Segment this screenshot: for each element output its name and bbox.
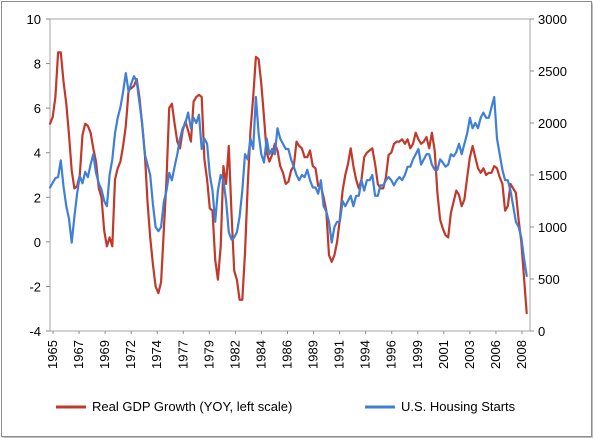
x-tick-label: 1965 [45,340,60,369]
x-tick-label: 2003 [462,340,477,369]
x-tick-label: 1986 [280,340,295,369]
legend: Real GDP Growth (YOY, left scale) U.S. Ho… [56,399,516,414]
x-tick-label: 1996 [384,340,399,369]
left-tick-label: 6 [34,101,41,116]
legend-label-housing: U.S. Housing Starts [401,399,516,414]
x-tick-label: 1999 [410,340,425,369]
x-tick-label: 1989 [306,340,321,369]
left-tick-label: 0 [34,235,41,250]
x-tick-label: 1991 [332,340,347,369]
right-tick-label: 1000 [538,220,567,235]
left-tick-label: 2 [34,190,41,205]
right-tick-label: 1500 [538,168,567,183]
right-tick-label: 2000 [538,116,567,131]
right-axis: 0 500 1000 1500 2000 2500 3000 [530,12,567,339]
x-tick-label: 1979 [201,340,216,369]
x-tick-label: 1984 [253,340,268,369]
series-housing-starts-line [48,71,528,277]
x-tick-label: 1969 [97,340,112,369]
right-tick-label: 2500 [538,64,567,79]
x-tick-label: 1974 [149,340,164,369]
left-tick-label: 10 [27,12,41,27]
right-tick-label: 3000 [538,12,567,27]
x-axis: 1965 1967 1969 1972 1974 1977 1979 1982 1984 1986… [45,331,529,369]
left-axis: -4 -2 0 2 4 6 8 10 [27,12,50,339]
left-tick-label: -4 [29,324,41,339]
x-tick-label: 1982 [227,340,242,369]
left-tick-label: 4 [34,146,41,161]
x-tick-label: 1967 [71,340,86,369]
series-layer [48,51,528,315]
x-tick-label: 2008 [514,340,529,369]
right-tick-label: 0 [538,324,545,339]
left-tick-label: 8 [34,57,41,72]
legend-label-gdp: Real GDP Growth (YOY, left scale) [92,399,292,414]
series-gdp-growth-line [48,51,528,315]
x-tick-label: 1972 [123,340,138,369]
left-tick-label: -2 [29,279,41,294]
x-tick-label: 1994 [358,340,373,369]
x-tick-label: 1977 [175,340,190,369]
right-tick-label: 500 [538,272,560,287]
x-tick-label: 2001 [436,340,451,369]
x-tick-label: 2006 [488,340,503,369]
